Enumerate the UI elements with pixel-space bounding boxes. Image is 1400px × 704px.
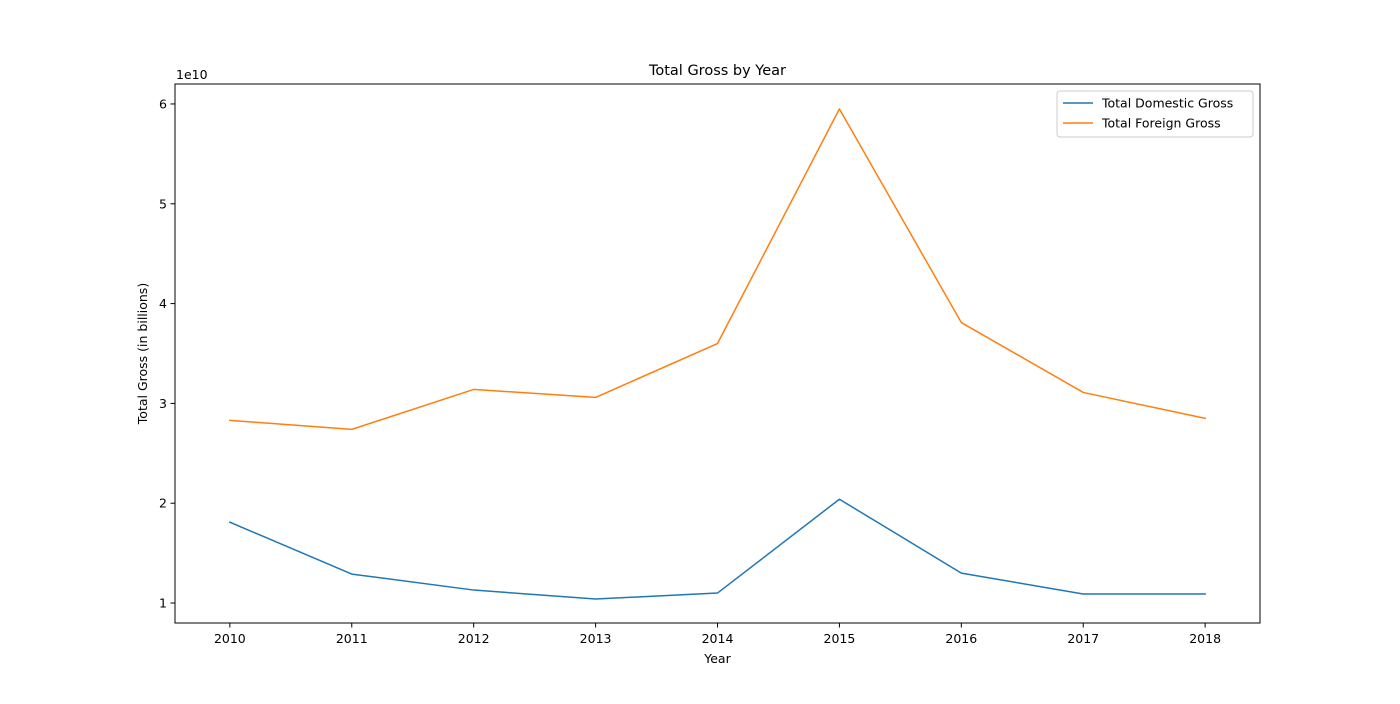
x-tick-label: 2014: [702, 631, 734, 646]
x-tick-label: 2016: [945, 631, 977, 646]
y-tick-label: 3: [159, 396, 167, 411]
x-tick-label: 2017: [1067, 631, 1099, 646]
y-tick-label: 5: [159, 196, 167, 211]
y-axis-ticks: 1 2 3 4 5 6: [159, 96, 175, 610]
y-axis-label: Total Gross (in billions): [135, 283, 150, 425]
legend-label-domestic: Total Domestic Gross: [1101, 96, 1233, 111]
legend-label-foreign: Total Foreign Gross: [1101, 116, 1221, 131]
series-line-domestic: [230, 499, 1205, 599]
y-axis-offset-label: 1e10: [176, 67, 208, 82]
chart-title: Total Gross by Year: [648, 63, 786, 79]
y-tick-label: 6: [159, 96, 167, 111]
x-tick-label: 2012: [458, 631, 490, 646]
legend: Total Domestic Gross Total Foreign Gross: [1057, 91, 1253, 137]
x-axis-label: Year: [703, 651, 731, 666]
plot-area-frame: [175, 84, 1260, 623]
x-tick-label: 2010: [214, 631, 246, 646]
x-axis-ticks: 2010 2011 2012 2013 2014 2015 2016 2017 2018: [214, 623, 1221, 646]
y-tick-label: 1: [159, 596, 167, 611]
series-line-foreign: [230, 109, 1205, 429]
y-tick-label: 2: [159, 496, 167, 511]
x-tick-label: 2013: [580, 631, 612, 646]
x-tick-label: 2018: [1189, 631, 1221, 646]
x-tick-label: 2015: [824, 631, 856, 646]
series-lines: [230, 109, 1205, 599]
y-tick-label: 4: [159, 296, 167, 311]
x-tick-label: 2011: [336, 631, 368, 646]
